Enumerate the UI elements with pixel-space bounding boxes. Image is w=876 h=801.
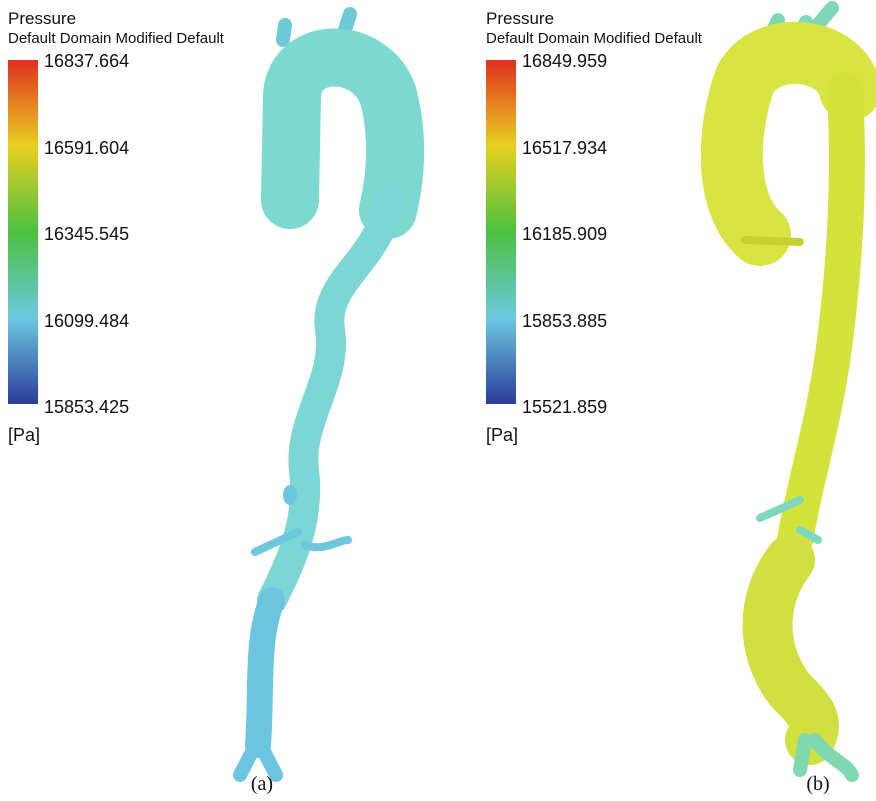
scale-label: 16185.909 [522,224,607,244]
unit-label: [Pa] [8,425,40,445]
scale-label: 16849.959 [522,51,607,71]
caption: (b) [806,773,829,795]
figure: Pressure Default Domain Modified Default… [0,0,876,801]
aorta-model [240,14,395,775]
scale-label: 16345.545 [44,224,129,244]
scale-label: 16099.484 [44,311,129,331]
unit-label: [Pa] [486,425,518,445]
scale-label: 15521.859 [522,397,607,417]
scale-label: 15853.885 [522,311,607,331]
panel-a: Pressure Default Domain Modified Default… [8,9,395,795]
panel-b: Pressure Default Domain Modified Default… [486,8,852,795]
aorta-model [732,8,852,775]
scale-label: 16517.934 [522,138,607,158]
legend-title: Pressure [486,9,554,28]
legend-subtitle: Default Domain Modified Default [8,30,225,47]
color-bar [486,60,516,404]
scale-label: 15853.425 [44,397,129,417]
scale-label: 16837.664 [44,51,129,71]
color-bar [8,60,38,404]
caption: (a) [251,773,273,795]
scale-label: 16591.604 [44,138,129,158]
legend-title: Pressure [8,9,76,28]
legend-subtitle: Default Domain Modified Default [486,30,703,47]
